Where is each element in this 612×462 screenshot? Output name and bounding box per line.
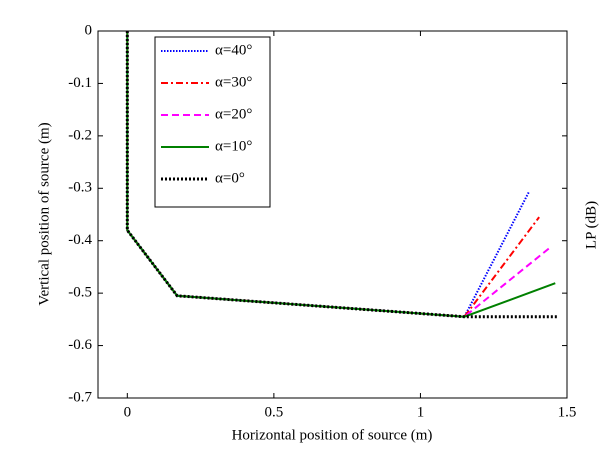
x-axis-label: Horizontal position of source (m) <box>232 427 433 443</box>
x-tick-label: 1.5 <box>558 404 577 420</box>
legend-label: α=20° <box>215 106 252 122</box>
y-tick-label: -0.5 <box>68 285 92 301</box>
x-tick-label: 1 <box>417 404 425 420</box>
y-tick-label: -0.1 <box>68 75 92 91</box>
series-line <box>125 31 559 319</box>
legend-label: α=30° <box>215 74 252 90</box>
y-tick-label: -0.6 <box>68 337 92 353</box>
y-axis-label: Vertical position of source (m) <box>36 122 52 305</box>
y-tick-label: -0.4 <box>68 232 92 248</box>
legend-box <box>154 36 271 208</box>
legend-label: α=10° <box>215 138 252 154</box>
y2-axis-label: LP (dB) <box>583 201 599 249</box>
plot-frame <box>97 30 568 399</box>
y-tick-label: 0 <box>85 22 93 38</box>
y-tick-label: -0.7 <box>68 389 92 405</box>
legend-label: α=0° <box>215 170 245 186</box>
x-tick-label: 0.5 <box>265 404 284 420</box>
legend-label: α=40° <box>215 42 252 58</box>
y-tick-label: -0.2 <box>68 127 92 143</box>
x-tick-label: 0 <box>124 404 132 420</box>
y-tick-label: -0.3 <box>68 180 92 196</box>
